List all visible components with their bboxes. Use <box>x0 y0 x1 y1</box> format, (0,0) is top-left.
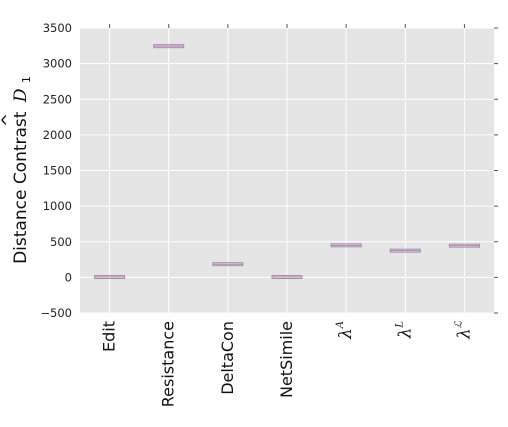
svg-text:λℒ: λℒ <box>453 320 474 340</box>
y-tick-label: 0 <box>65 270 72 284</box>
svg-text:NetSimile: NetSimile <box>277 321 296 398</box>
y-axis-label-symbol: D <box>11 88 31 103</box>
svg-text:Edit: Edit <box>100 321 119 352</box>
svg-text:DeltaCon: DeltaCon <box>218 321 237 395</box>
x-axis-tick-labels: Edit Resistance DeltaCon NetSimile λA λL λℒ <box>100 320 475 407</box>
y-tick-label: 2500 <box>43 92 72 106</box>
y-tick-label: 3500 <box>43 21 72 35</box>
svg-text:Resistance: Resistance <box>159 321 178 407</box>
y-tick-label: −500 <box>40 306 72 320</box>
y-tick-label: 500 <box>50 235 72 249</box>
x-tick-label: Edit <box>100 321 119 352</box>
y-axis-label-subscript: 1 <box>20 76 33 83</box>
x-tick-label: NetSimile <box>277 321 296 398</box>
svg-text:Distance Contrast D: Distance Contrast D 1 <box>11 76 33 264</box>
y-tick-label: 1500 <box>43 164 72 178</box>
x-tick-label: Resistance <box>159 321 178 407</box>
box-series <box>94 44 480 280</box>
y-tick-label: 2000 <box>43 128 72 142</box>
x-tick-label: λℒ <box>453 320 474 340</box>
y-axis-label-hat: ^ <box>0 113 19 127</box>
x-tick-label: λL <box>394 321 415 340</box>
y-axis-ticks: −500 0 500 1000 1500 2000 2500 3000 3500 <box>40 21 498 320</box>
svg-text:λL: λL <box>394 321 415 340</box>
x-tick-label: DeltaCon <box>218 321 237 395</box>
y-axis-label-text: Distance Contrast <box>11 111 31 264</box>
y-tick-label: 1000 <box>43 199 72 213</box>
x-tick-label: λA <box>335 321 356 340</box>
svg-text:λA: λA <box>335 321 356 340</box>
y-axis-label: Distance Contrast D 1 ^ <box>0 76 33 264</box>
y-tick-label: 3000 <box>43 57 72 71</box>
